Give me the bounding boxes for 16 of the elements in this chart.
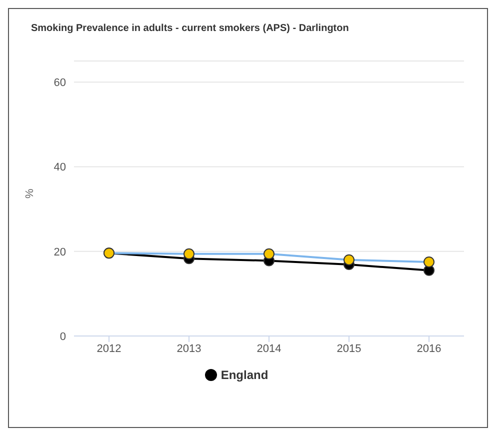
y-tick-label: 40 bbox=[54, 162, 66, 174]
legend-label: England bbox=[220, 368, 268, 382]
chart-title: Smoking Prevalence in adults - current smokers (APS) - Darlington bbox=[31, 23, 349, 34]
point bbox=[344, 254, 354, 266]
y-tick-label: 60 bbox=[54, 77, 66, 90]
point bbox=[264, 248, 274, 260]
point bbox=[424, 256, 434, 268]
y-axis-title: % bbox=[24, 188, 36, 198]
x-tick-label: 2013 bbox=[176, 342, 202, 355]
x-tick-label: 2016 bbox=[416, 342, 442, 355]
y-tick-label: 20 bbox=[54, 246, 66, 258]
x-tick-label: 2012 bbox=[96, 342, 122, 355]
y-tick-label: 0 bbox=[60, 330, 66, 343]
x-tick-label: 2014 bbox=[256, 342, 282, 355]
point bbox=[184, 248, 194, 260]
x-tick-label: 2015 bbox=[336, 342, 362, 355]
